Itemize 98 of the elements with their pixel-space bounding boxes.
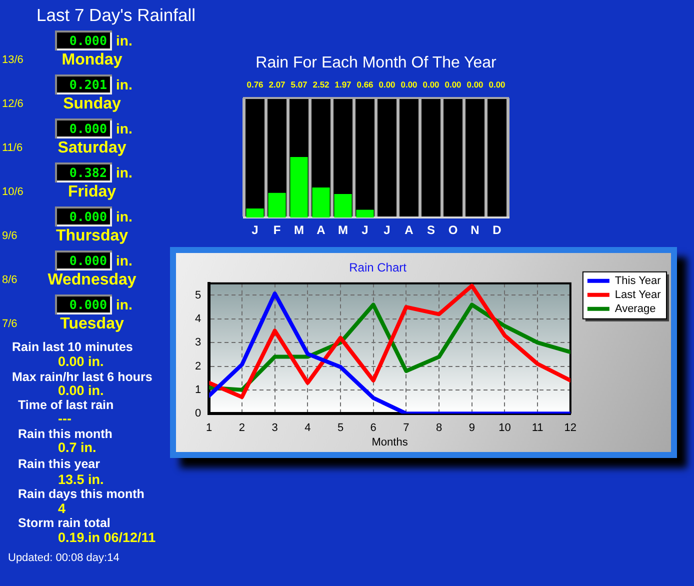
bar xyxy=(268,192,286,218)
x-tick-label: 9 xyxy=(468,422,475,434)
y-tick-label: 4 xyxy=(194,312,202,325)
text: in. xyxy=(116,252,132,268)
bar xyxy=(290,156,308,218)
data-label: 0.00 xyxy=(488,79,506,90)
x-tick-label: 1 xyxy=(206,422,212,434)
text: Max rain/hr last 6 hours xyxy=(12,370,152,384)
y2-tick-label: Wednesday xyxy=(48,271,136,288)
text: Rain days this month xyxy=(18,487,144,502)
data-label: 0.000 xyxy=(69,32,107,48)
y-tick-label: 12/6 xyxy=(2,98,24,110)
data-label: 2.07 xyxy=(268,79,286,90)
data-label: 0.00 xyxy=(422,79,440,90)
y-tick-label: 3 xyxy=(194,336,202,349)
x-tick-label: 2 xyxy=(238,422,246,434)
text: 0.00 in. xyxy=(58,383,104,399)
chart-title: Rain For Each Month Of The Year xyxy=(256,54,498,72)
data-label: 0.000 xyxy=(69,252,107,268)
y-tick-label: 11/6 xyxy=(2,142,23,154)
text: 0.00 in. xyxy=(58,354,104,370)
x-tick-label: J xyxy=(252,223,258,238)
bar xyxy=(246,208,264,218)
y-tick-label: 9/6 xyxy=(2,230,18,242)
text: Storm rain total xyxy=(18,516,110,530)
x-tick-label: D xyxy=(492,223,502,238)
x-tick-label: J xyxy=(362,223,368,238)
text: Rain this month xyxy=(18,427,112,442)
bar xyxy=(356,210,374,218)
x-tick-label: 10 xyxy=(498,422,511,434)
data-label: 5.07 xyxy=(290,79,308,90)
y2-tick-label: Tuesday xyxy=(60,315,124,332)
text: in. xyxy=(116,296,132,312)
x-tick-label: 3 xyxy=(272,422,278,434)
text: 0.7 in. xyxy=(58,440,96,456)
data-label: 2.52 xyxy=(312,79,330,90)
legend-label: This Year xyxy=(614,274,662,287)
data-label: 0.201 xyxy=(69,76,107,92)
x-tick-label: 11 xyxy=(532,422,544,434)
x-tick-label: M xyxy=(338,223,348,238)
x-tick-label: 6 xyxy=(370,422,376,434)
text: Time of last rain xyxy=(18,398,114,412)
data-label: 0.000 xyxy=(69,208,107,224)
x-tick-label: 4 xyxy=(304,422,311,434)
data-label: 0.00 xyxy=(378,79,396,90)
y2-tick-label: Sunday xyxy=(63,95,121,112)
x-tick-label: A xyxy=(316,223,326,238)
x-tick-label: N xyxy=(470,223,480,238)
chart-title: Rain Chart xyxy=(349,260,408,275)
y-tick-label: 5 xyxy=(194,289,202,302)
data-label: 0.382 xyxy=(69,164,107,180)
text: in. xyxy=(116,32,132,48)
x-tick-label: 12 xyxy=(564,422,577,434)
data-label: 0.76 xyxy=(246,79,264,90)
text: in. xyxy=(116,76,132,92)
x-tick-label: 5 xyxy=(337,422,344,434)
y2-tick-label: Monday xyxy=(62,51,122,68)
y2-tick-label: Friday xyxy=(68,183,116,200)
x-tick-label: M xyxy=(294,223,304,238)
chart-title: Last 7 Day's Rainfall xyxy=(36,4,196,25)
text: in. xyxy=(116,164,132,180)
y2-tick-label: Saturday xyxy=(58,139,126,156)
x-tick-label: A xyxy=(404,223,414,238)
text: Rain this year xyxy=(18,457,100,472)
x-tick-label: O xyxy=(448,223,458,238)
text: in. xyxy=(116,208,132,224)
x-tick-label: F xyxy=(273,223,281,238)
x-tick-label: 7 xyxy=(403,422,410,434)
text: in. xyxy=(116,120,132,136)
data-label: 0.00 xyxy=(444,79,462,90)
y-tick-label: 8/6 xyxy=(2,274,18,286)
data-label: 0.000 xyxy=(69,120,107,136)
x-tick-label: J xyxy=(384,223,390,238)
bar xyxy=(312,187,330,218)
data-label: 0.000 xyxy=(69,296,107,312)
data-label: 0.00 xyxy=(466,79,484,90)
y-tick-label: 1 xyxy=(194,384,202,396)
bar xyxy=(334,194,352,218)
data-label: 1.97 xyxy=(334,79,352,90)
y-tick-label: 13/6 xyxy=(2,54,24,66)
data-label: 0.00 xyxy=(400,79,418,90)
text: Updated: 00:08 day:14 xyxy=(8,552,120,564)
text: --- xyxy=(58,411,72,427)
y-tick-label: 10/6 xyxy=(2,186,24,198)
y-tick-label: 7/6 xyxy=(2,318,18,330)
text: 13.5 in. xyxy=(58,472,104,488)
x-tick-label: 8 xyxy=(436,422,442,434)
annotation: Rain last 10 minutes xyxy=(12,340,133,354)
x-tick-label: S xyxy=(426,223,436,238)
y-tick-label: 2 xyxy=(194,360,202,372)
x-axis-title: Months xyxy=(372,436,408,448)
text: 4 xyxy=(58,501,66,517)
legend-label: Average xyxy=(614,302,656,315)
data-label: 0.66 xyxy=(356,79,374,90)
legend-label: Last Year xyxy=(614,288,662,301)
text: 0.19.in 06/12/11 xyxy=(58,530,156,546)
y2-tick-label: Thursday xyxy=(56,227,128,244)
y-tick-label: 0 xyxy=(194,408,202,420)
